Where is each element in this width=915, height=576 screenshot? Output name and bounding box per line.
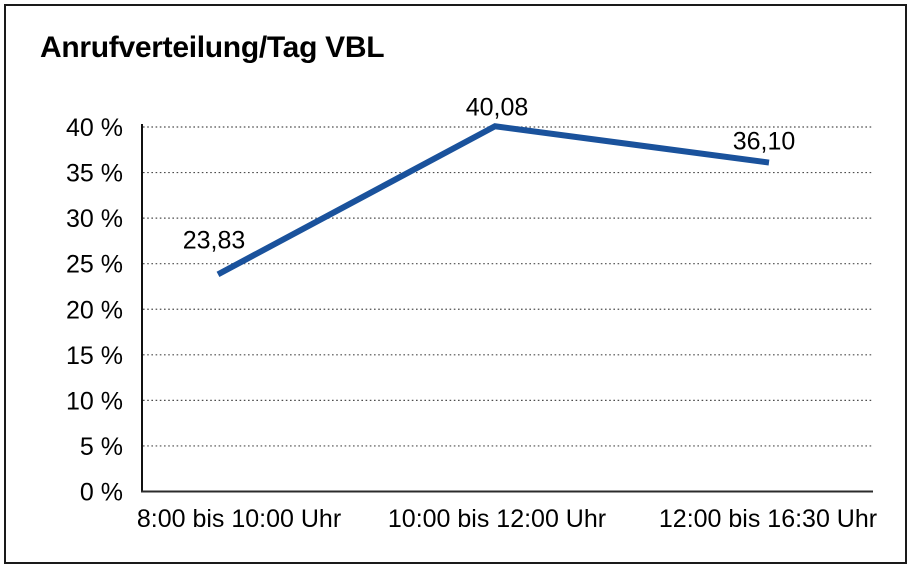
y-tick-label: 40 %	[66, 114, 123, 142]
data-point-label: 23,83	[183, 226, 246, 254]
y-tick-label: 20 %	[66, 296, 123, 324]
data-series-line	[216, 123, 770, 277]
y-tick-label: 5 %	[80, 433, 123, 461]
y-tick-label: 10 %	[66, 387, 123, 415]
y-tick-label: 30 %	[66, 205, 123, 233]
y-tick-label: 35 %	[66, 160, 123, 188]
y-tick-label: 25 %	[66, 251, 123, 279]
chart-frame	[4, 4, 907, 564]
x-category-label: 12:00 bis 16:30 Uhr	[659, 505, 877, 533]
x-category-label: 10:00 bis 12:00 Uhr	[388, 505, 606, 533]
data-point-label: 36,10	[733, 128, 796, 156]
x-category-label: 8:00 bis 10:00 Uhr	[137, 505, 341, 533]
y-tick-label: 0 %	[80, 479, 123, 507]
y-tick-label: 15 %	[66, 342, 123, 370]
data-point-label: 40,08	[466, 93, 529, 121]
chart-title: Anrufverteilung/Tag VBL	[40, 31, 385, 64]
